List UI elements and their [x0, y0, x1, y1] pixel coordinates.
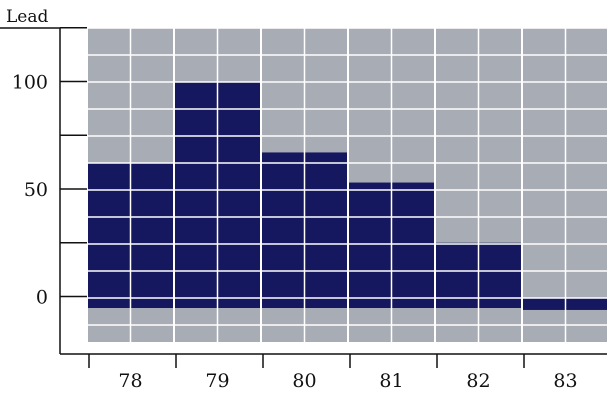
- x-tick-label-78: 78: [118, 370, 142, 390]
- x-tick-label-82: 82: [466, 370, 490, 390]
- axes-group: [0, 27, 607, 368]
- x-tick-label-79: 79: [205, 370, 229, 390]
- y-axis-label: Lead: [6, 7, 48, 27]
- y-tick-label: 50: [24, 179, 48, 201]
- bar-83: [522, 298, 607, 310]
- x-tick-label-83: 83: [553, 370, 577, 390]
- labels-group: Lead 0 50 100 78 79 80 81 82 83: [6, 7, 578, 392]
- y-tick-label: 0: [36, 287, 48, 309]
- x-tick-label-80: 80: [292, 370, 316, 390]
- gridlines-group: [86, 27, 607, 342]
- x-tick-label-81: 81: [379, 370, 403, 390]
- y-tick-label: 100: [12, 72, 48, 94]
